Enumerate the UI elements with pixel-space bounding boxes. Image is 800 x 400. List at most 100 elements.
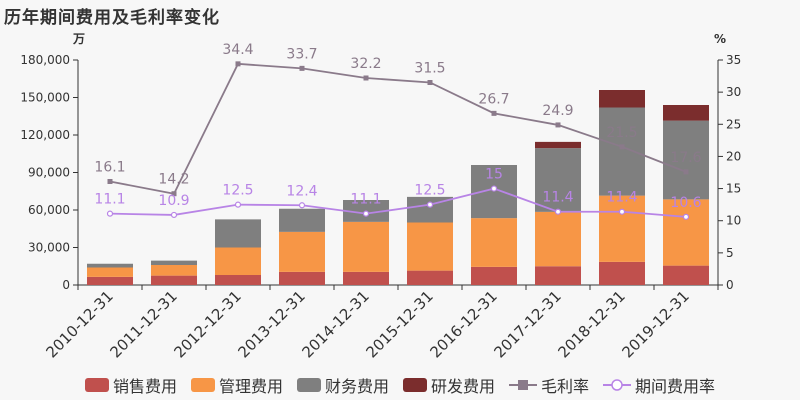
bar-segment — [215, 275, 261, 285]
expense-rate-point — [170, 211, 178, 219]
bar-segment — [87, 276, 133, 285]
legend-item: 毛利率 — [509, 373, 589, 397]
right-tick-label: 35 — [726, 53, 741, 67]
gross-margin-point — [235, 61, 241, 67]
left-tick-label: 60,000 — [28, 203, 70, 217]
expense-rate-label: 12.5 — [414, 183, 445, 199]
bar-segment — [407, 222, 453, 271]
left-tick-label: 150,000 — [20, 91, 70, 105]
legend-label: 毛利率 — [541, 377, 590, 396]
legend-item: 管理费用 — [190, 373, 283, 397]
bar-segment — [535, 266, 581, 285]
bar-segment — [279, 231, 325, 272]
legend-label: 财务费用 — [324, 377, 389, 396]
gross-margin-label: 14.2 — [158, 172, 189, 188]
expense-rate-line — [109, 187, 687, 218]
bar-segment — [663, 199, 709, 266]
right-tick-label: 30 — [726, 85, 741, 99]
expense-rate-point — [106, 210, 114, 217]
x-tick-label: 2010-12-31 — [42, 287, 116, 361]
gross-margin-point — [427, 80, 433, 85]
right-tick-label: 20 — [726, 149, 741, 163]
legend-swatch — [403, 378, 427, 392]
gross-margin-point — [683, 169, 689, 175]
gross-margin-label: 21.5 — [606, 125, 637, 141]
right-tick-label: 25 — [726, 117, 741, 131]
bar-segment — [279, 208, 325, 232]
right-tick-label: 10 — [726, 214, 741, 228]
gross-margin-label: 34.4 — [222, 42, 253, 58]
x-tick-label: 2017-12-31 — [490, 287, 564, 361]
legend-line-marker — [509, 380, 538, 390]
expense-rate-point — [618, 208, 626, 215]
expense-rate-label: 12.5 — [222, 183, 253, 199]
bar-segment — [407, 270, 453, 285]
gross-margin-point — [107, 179, 113, 184]
bar-segment — [599, 195, 645, 262]
expense-rate-label: 11.1 — [94, 192, 125, 208]
x-tick-label: 2018-12-31 — [554, 287, 628, 361]
bar-segment — [663, 265, 709, 285]
bar-segment — [599, 107, 645, 196]
bar-segment — [663, 105, 709, 121]
expense-rate-label: 11.1 — [350, 192, 381, 208]
gross-margin-label: 31.5 — [414, 61, 445, 77]
x-tick-label: 2015-12-31 — [362, 287, 436, 361]
bar-segment — [215, 247, 261, 275]
gross-margin-label: 17.6 — [670, 150, 701, 166]
expense-rate-label: 15 — [485, 167, 503, 183]
gross-margin-line — [109, 62, 687, 195]
gross-margin-point — [171, 191, 177, 197]
left-tick-label: 120,000 — [20, 128, 70, 142]
bar-segment — [279, 271, 325, 285]
gross-margin-point — [299, 65, 305, 71]
legend-line-marker — [603, 379, 632, 391]
gross-margin-point — [619, 144, 625, 150]
expense-rate-point — [554, 208, 562, 215]
x-tick-label: 2016-12-31 — [426, 287, 500, 361]
expense-rate-label: 12.4 — [286, 183, 317, 199]
gross-margin-point — [363, 75, 369, 81]
legend-label: 研发费用 — [431, 377, 496, 396]
bar-segment — [343, 221, 389, 272]
expense-rate-point — [234, 201, 242, 208]
bar-segment — [599, 261, 645, 285]
bar-segment — [535, 148, 581, 212]
bar-segment — [151, 260, 197, 265]
legend-swatch — [190, 378, 215, 392]
gross-margin-label: 26.7 — [478, 91, 509, 107]
left-tick-label: 30,000 — [28, 241, 70, 255]
gross-margin-point — [555, 122, 561, 128]
gross-margin-point — [491, 110, 497, 116]
expense-rate-label: 11.4 — [606, 190, 637, 206]
lines-layer — [106, 61, 690, 220]
expense-rate-point — [362, 210, 370, 217]
bar-segment — [471, 218, 517, 267]
expense-rate-point — [682, 213, 690, 220]
right-tick-label: 0 — [726, 278, 734, 292]
bar-segment — [535, 141, 581, 149]
expense-rate-point — [298, 202, 306, 209]
bar-segment — [151, 275, 197, 285]
legend-swatch — [296, 378, 321, 392]
x-tick-label: 2011-12-31 — [106, 287, 180, 361]
bar-segment — [471, 266, 517, 285]
gross-margin-label: 16.1 — [94, 160, 125, 176]
legend-swatch — [84, 378, 109, 392]
legend: 销售费用 管理费用 财务费用 研发费用 毛利率 期间费用率 — [0, 372, 800, 398]
expense-rate-label: 10.6 — [670, 195, 701, 211]
legend-item: 研发费用 — [403, 373, 495, 397]
bar-segment — [215, 219, 261, 248]
expense-rate-point — [426, 201, 434, 208]
chart-title: 历年期间费用及毛利率变化 — [4, 8, 220, 28]
legend-label: 管理费用 — [218, 377, 283, 396]
gross-margin-label: 32.2 — [350, 56, 381, 72]
data-labels-layer: 16.1 14.2 34.4 33.7 32.2 31.5 26.7 24.9 21.5 17.6… — [94, 42, 701, 211]
bar-segment — [599, 90, 645, 108]
bar-segment — [663, 120, 709, 200]
expense-rate-label: 10.9 — [158, 193, 189, 209]
left-tick-label: 0 — [62, 278, 70, 292]
bar-segment — [151, 265, 197, 276]
legend-item: 财务费用 — [296, 373, 389, 397]
left-tick-label: 90,000 — [28, 166, 70, 180]
